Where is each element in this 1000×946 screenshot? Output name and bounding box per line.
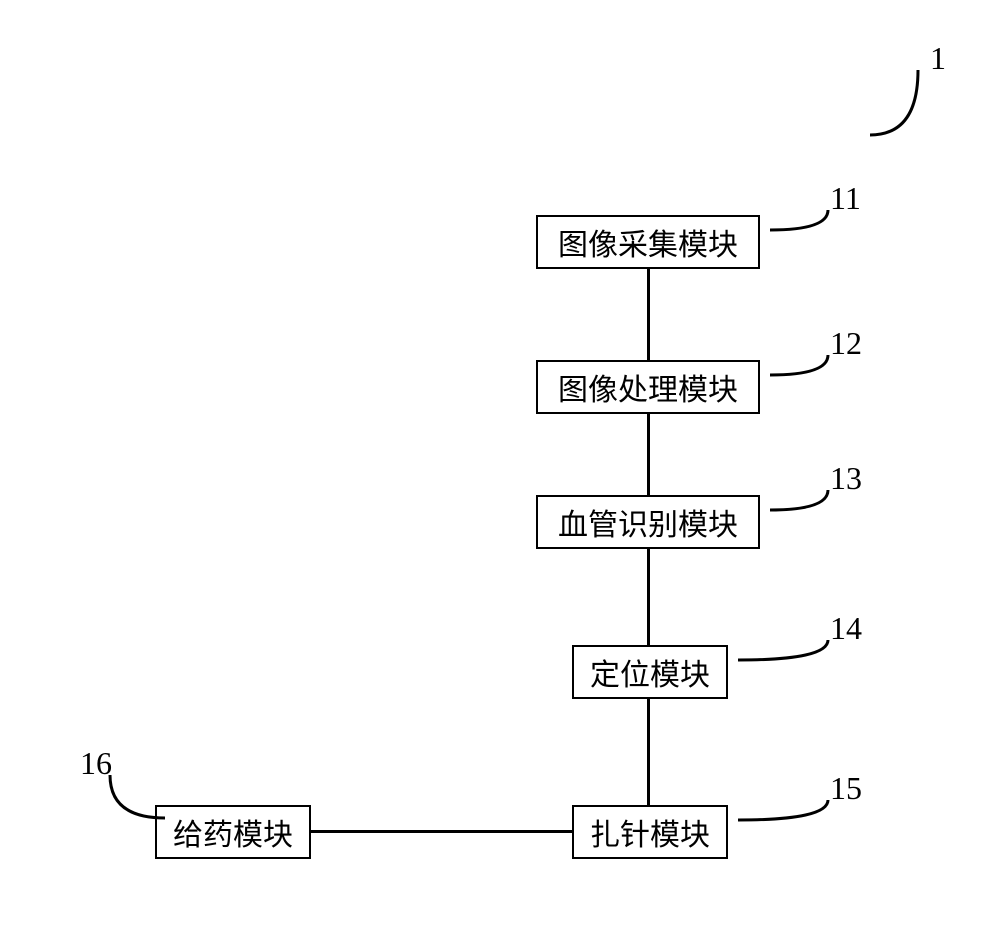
- node-n15: 扎针模块: [572, 805, 728, 859]
- node-n14: 定位模块: [572, 645, 728, 699]
- edge-n13-n14: [647, 549, 650, 645]
- leader-curve: [740, 180, 858, 260]
- leader-curve: [740, 460, 858, 540]
- node-label: 图像处理模块: [558, 365, 738, 409]
- edge-n12-n13: [647, 414, 650, 495]
- edge-n11-n12: [647, 269, 650, 360]
- leader-curve: [708, 610, 858, 690]
- node-label: 定位模块: [590, 650, 710, 694]
- node-label: 血管识别模块: [558, 500, 738, 544]
- edge-n15-n16: [311, 830, 572, 833]
- leader-curve: [740, 325, 858, 405]
- node-label: 图像采集模块: [558, 220, 738, 264]
- edge-n14-n15: [647, 699, 650, 805]
- leader-curve: [840, 40, 948, 165]
- node-label: 扎针模块: [590, 810, 710, 854]
- node-n12: 图像处理模块: [536, 360, 760, 414]
- node-n11: 图像采集模块: [536, 215, 760, 269]
- leader-curve: [80, 745, 195, 848]
- node-n13: 血管识别模块: [536, 495, 760, 549]
- leader-curve: [708, 770, 858, 850]
